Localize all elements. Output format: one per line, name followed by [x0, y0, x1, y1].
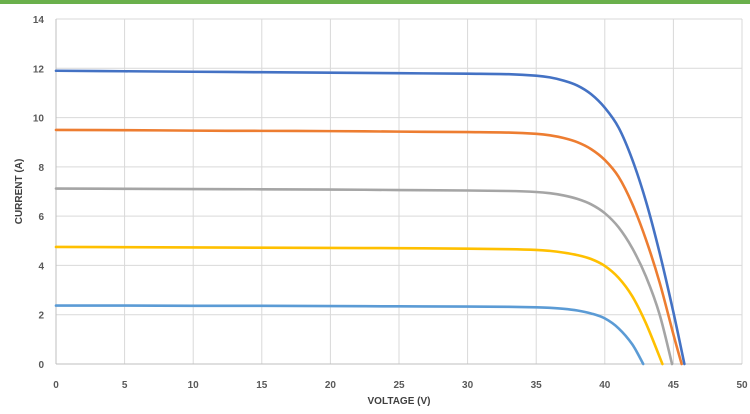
x-tick-label: 5 — [122, 380, 128, 391]
series-line-2 — [54, 128, 683, 366]
chart-container: 0 2 4 6 8 10 12 14 0 5 10 15 20 25 30 35 40 45 50 CURRENT … — [0, 4, 750, 414]
x-tick-label: 0 — [53, 380, 59, 391]
y-tick-label: 4 — [38, 261, 44, 272]
series-lines — [54, 69, 686, 366]
x-tick-label: 20 — [325, 380, 337, 391]
series-line-3 — [54, 187, 674, 366]
iv-curve-chart: 0 2 4 6 8 10 12 14 0 5 10 15 20 25 30 35 40 45 50 CURRENT … — [14, 15, 748, 407]
x-tick-label: 45 — [668, 380, 680, 391]
series-line-4 — [54, 245, 664, 366]
y-tick-label: 6 — [38, 212, 44, 223]
y-tick-label: 8 — [38, 163, 44, 174]
y-axis-title: CURRENT (A) — [14, 159, 25, 225]
x-tick-label: 15 — [256, 380, 268, 391]
x-axis-title: VOLTAGE (V) — [368, 396, 431, 407]
x-tick-label: 50 — [736, 380, 748, 391]
y-tick-label: 12 — [33, 64, 45, 75]
x-tick-label: 35 — [531, 380, 543, 391]
x-tick-label: 40 — [599, 380, 611, 391]
tick-labels: 0 2 4 6 8 10 12 14 0 5 10 15 20 25 30 35 40 45 50 — [33, 15, 748, 391]
x-tick-label: 10 — [188, 380, 200, 391]
y-tick-label: 0 — [38, 360, 44, 371]
series-line-1 — [54, 69, 686, 366]
x-tick-label: 25 — [393, 380, 405, 391]
top-accent-bar — [0, 0, 750, 4]
y-tick-label: 2 — [38, 311, 44, 322]
x-tick-label: 30 — [462, 380, 474, 391]
series-line-5 — [54, 304, 645, 366]
y-tick-label: 10 — [33, 114, 45, 125]
y-tick-label: 14 — [33, 15, 45, 26]
